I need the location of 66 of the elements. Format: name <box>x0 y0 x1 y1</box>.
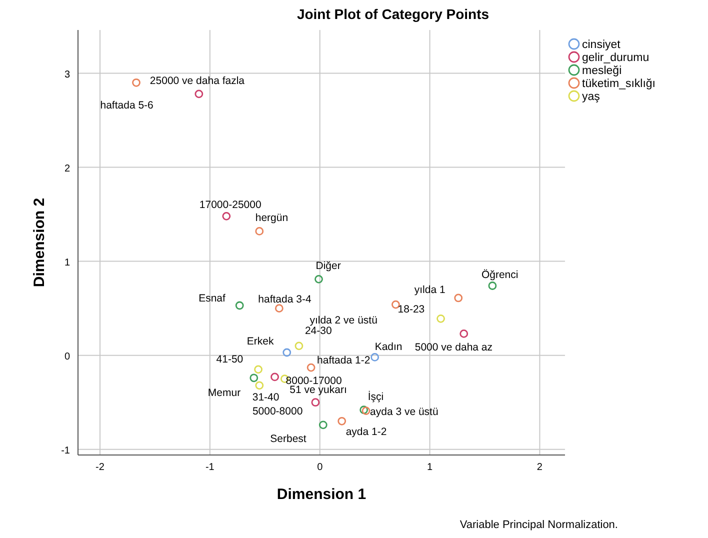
legend-label: mesleği <box>582 65 622 77</box>
y-tick-label: 0 <box>64 351 70 362</box>
point <box>370 353 380 362</box>
annotation: yılda 1 <box>414 284 446 296</box>
point <box>314 274 323 284</box>
annotation: İşçi <box>368 390 384 403</box>
legend-label: cinsiyet <box>582 39 622 51</box>
annotation: 5000-8000 <box>252 405 303 418</box>
x-tick-label: 2 <box>536 462 543 473</box>
annotation: 18-23 <box>398 304 425 316</box>
annotation: haftada 3-4 <box>258 293 312 306</box>
point <box>222 212 231 220</box>
point <box>274 304 284 313</box>
annotation: 17000-25000 <box>199 199 262 212</box>
point <box>255 227 264 236</box>
y-tick-label: -1 <box>61 445 70 456</box>
point <box>311 398 320 407</box>
annotation: ayda 1-2 <box>346 426 387 438</box>
point <box>194 90 204 98</box>
point <box>460 330 468 338</box>
x-tick-label: -1 <box>205 462 215 473</box>
chart-title: Joint Plot of Category Points <box>296 6 490 22</box>
point <box>235 301 244 310</box>
text: Variable Principal Normalization. <box>460 519 618 531</box>
legend-label: tüketim_sıklığı <box>582 78 656 90</box>
annotation: 5000 ve daha az <box>414 342 493 354</box>
point <box>270 372 279 382</box>
annotation: Memur <box>208 386 242 399</box>
annotation: 31-40 <box>252 391 280 404</box>
point <box>294 342 304 350</box>
annotation: 25000 ve daha fazla <box>150 74 245 87</box>
point <box>255 381 264 390</box>
legend-label: yaş <box>582 91 600 103</box>
point <box>436 314 445 323</box>
annotation: Serbest <box>270 432 306 445</box>
annotation: Diğer <box>316 260 342 272</box>
point <box>250 374 258 382</box>
point <box>392 300 400 309</box>
annotation: hergün <box>255 212 288 224</box>
point <box>454 294 463 302</box>
y-axis-title: Dimension 2 <box>31 198 48 288</box>
annotation: yılda 2 ve üstü <box>310 314 378 327</box>
y-tick-label: 1 <box>64 257 70 268</box>
point <box>282 348 292 357</box>
annotation: Öğrenci <box>481 268 518 281</box>
y-tick-label: 3 <box>64 69 70 80</box>
point <box>306 363 316 372</box>
y-tick-label: 2 <box>64 163 70 174</box>
annotation: 41-50 <box>216 353 244 366</box>
x-tick-label: 1 <box>427 462 433 473</box>
legend-label: gelir_durumu <box>582 52 650 64</box>
x-tick-label: 0 <box>317 462 324 473</box>
annotation: Kadın <box>374 341 402 354</box>
point <box>132 78 140 87</box>
point <box>318 420 328 430</box>
annotation: haftada 5-6 <box>100 100 154 112</box>
annotation: Erkek <box>246 336 274 348</box>
point <box>254 365 262 374</box>
annotation: 24-30 <box>304 324 332 337</box>
point <box>338 416 346 426</box>
annotation: haftada 1-2 <box>317 354 370 367</box>
x-tick-label: -2 <box>96 462 105 473</box>
x-axis-title: Dimension 1 <box>276 486 366 503</box>
annotation: ayda 3 ve üstü <box>370 406 438 418</box>
annotation: Esnaf <box>198 292 226 304</box>
point <box>488 282 497 290</box>
